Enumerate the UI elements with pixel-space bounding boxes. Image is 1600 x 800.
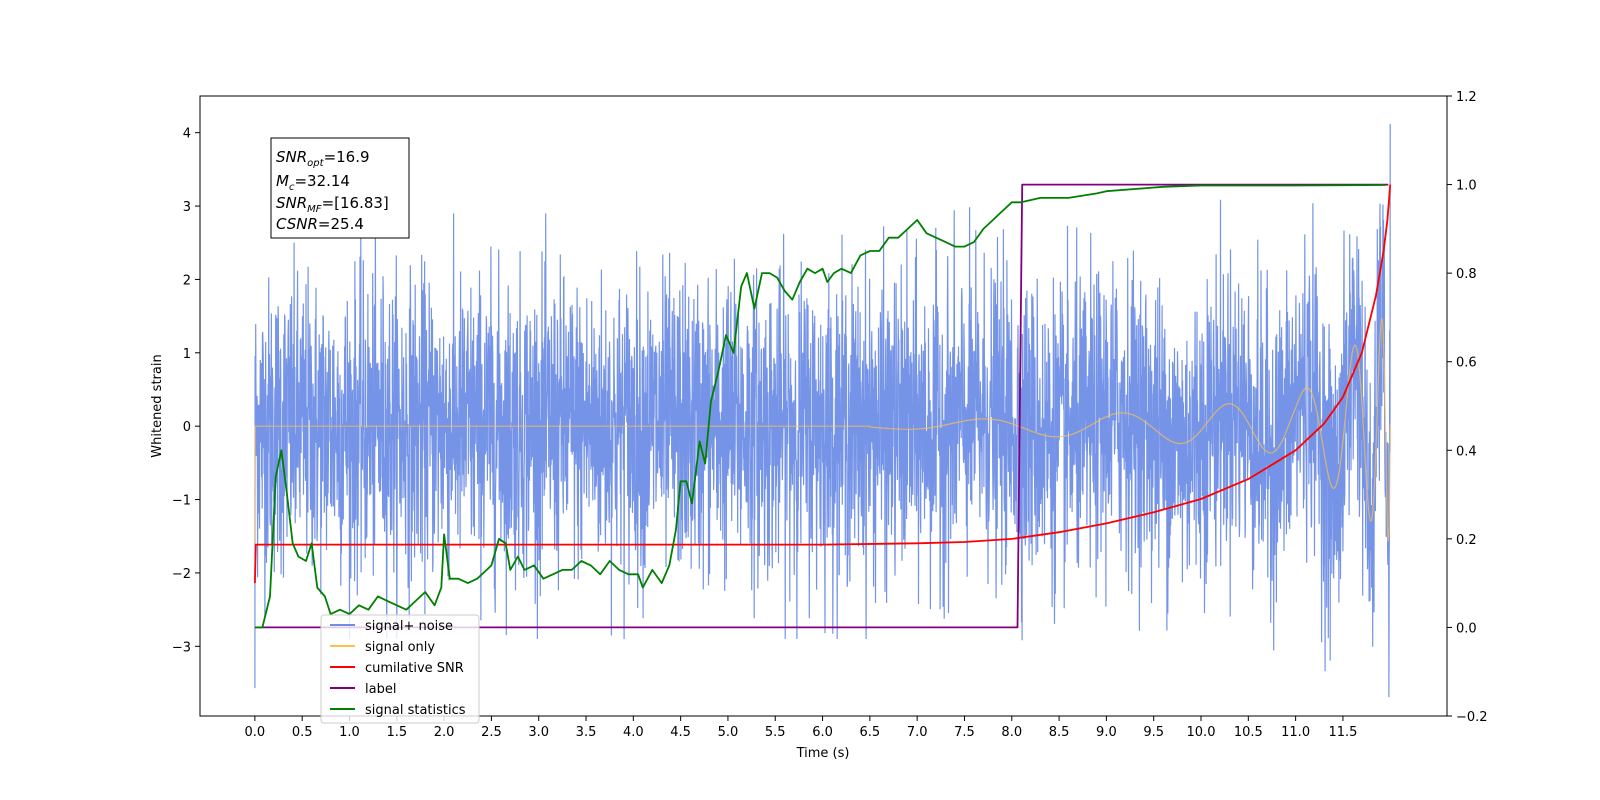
x-tick-label: 1.0	[339, 725, 360, 740]
y-tick-label: −1	[172, 494, 191, 509]
y-tick-label: −2	[172, 567, 191, 582]
x-tick-label: 2.5	[481, 725, 502, 740]
x-tick-label: 6.5	[860, 725, 881, 740]
x-tick-label: 5.5	[765, 725, 786, 740]
legend: signal+ noise signal only cumilative SNR…	[320, 614, 480, 724]
y-axis-left: −3 −2 −1 0 1 2 3 4	[172, 127, 200, 655]
y-tick-label: −3	[172, 640, 191, 655]
annotation-box: SNRopt=16.9 Mc=32.14 SNRMF=[16.83] CSNR=…	[270, 137, 410, 239]
x-axis-label: Time (s)	[796, 746, 850, 761]
y-tick-label: 4	[183, 127, 191, 142]
annotation-csnr: CSNR=25.4	[276, 215, 364, 233]
series-layer	[254, 123, 1392, 698]
x-tick-label: 11.5	[1328, 725, 1357, 740]
plot-frame	[199, 95, 1448, 717]
y2-tick-label: 0.2	[1456, 533, 1477, 548]
x-tick-label: 9.5	[1143, 725, 1164, 740]
legend-label-signal-noise: signal+ noise	[365, 619, 453, 634]
x-tick-label: 10.0	[1187, 725, 1216, 740]
y-tick-label: 1	[183, 347, 191, 362]
x-tick-label: 7.5	[954, 725, 975, 740]
series-cumulative-snr	[254, 184, 1392, 584]
y-tick-label: 3	[183, 200, 191, 215]
annotation-snr-mf: SNRMF=[16.83]	[276, 194, 389, 215]
x-tick-label: 3.0	[528, 725, 549, 740]
legend-label-label: label	[365, 682, 396, 697]
y2-tick-label: 0.4	[1456, 444, 1477, 459]
series-signal-noise	[254, 123, 1391, 698]
x-tick-label: 7.0	[907, 725, 928, 740]
x-tick-label: 5.0	[718, 725, 739, 740]
legend-label-cumulative-snr: cumilative SNR	[365, 661, 464, 676]
y2-tick-label: 0.8	[1456, 267, 1477, 282]
x-tick-label: 0.5	[292, 725, 313, 740]
x-tick-label: 2.0	[434, 725, 455, 740]
x-tick-label: 11.0	[1281, 725, 1310, 740]
x-tick-label: 8.5	[1049, 725, 1070, 740]
y-axis-label: Whitened strain	[150, 354, 165, 457]
x-tick-label: 4.5	[670, 725, 691, 740]
legend-label-signal-statistics: signal statistics	[365, 703, 466, 718]
x-tick-label: 4.0	[623, 725, 644, 740]
x-tick-label: 0.0	[245, 725, 266, 740]
legend-label-signal-only: signal only	[365, 640, 435, 655]
annotation-snr-opt: SNRopt=16.9	[276, 148, 370, 169]
y2-tick-label: 1.2	[1456, 90, 1477, 105]
y2-tick-label: 0.6	[1456, 356, 1477, 371]
x-tick-label: 9.0	[1096, 725, 1117, 740]
x-axis: 0.0 0.5 1.0 1.5 2.0 2.5 3.0 3.5 4.0 4.5 5.0 5.5 6.0 6…	[245, 716, 1357, 740]
y2-tick-label: 0.0	[1456, 621, 1477, 636]
x-tick-label: 10.5	[1234, 725, 1263, 740]
x-tick-label: 3.5	[576, 725, 597, 740]
annotation-chirp-mass: Mc=32.14	[276, 172, 350, 193]
x-tick-label: 8.0	[1001, 725, 1022, 740]
series-signal-only	[254, 318, 1391, 544]
x-tick-label: 1.5	[386, 725, 407, 740]
y2-tick-label: −0.2	[1456, 710, 1488, 725]
series-signal-statistics	[254, 184, 1386, 629]
y-tick-label: 0	[183, 420, 191, 435]
x-tick-label: 6.0	[812, 725, 833, 740]
y2-tick-label: 1.0	[1456, 179, 1477, 194]
y-axis-right: −0.2 0.0 0.2 0.4 0.6 0.8 1.0 1.2	[1447, 90, 1488, 725]
y-tick-label: 2	[183, 273, 191, 288]
